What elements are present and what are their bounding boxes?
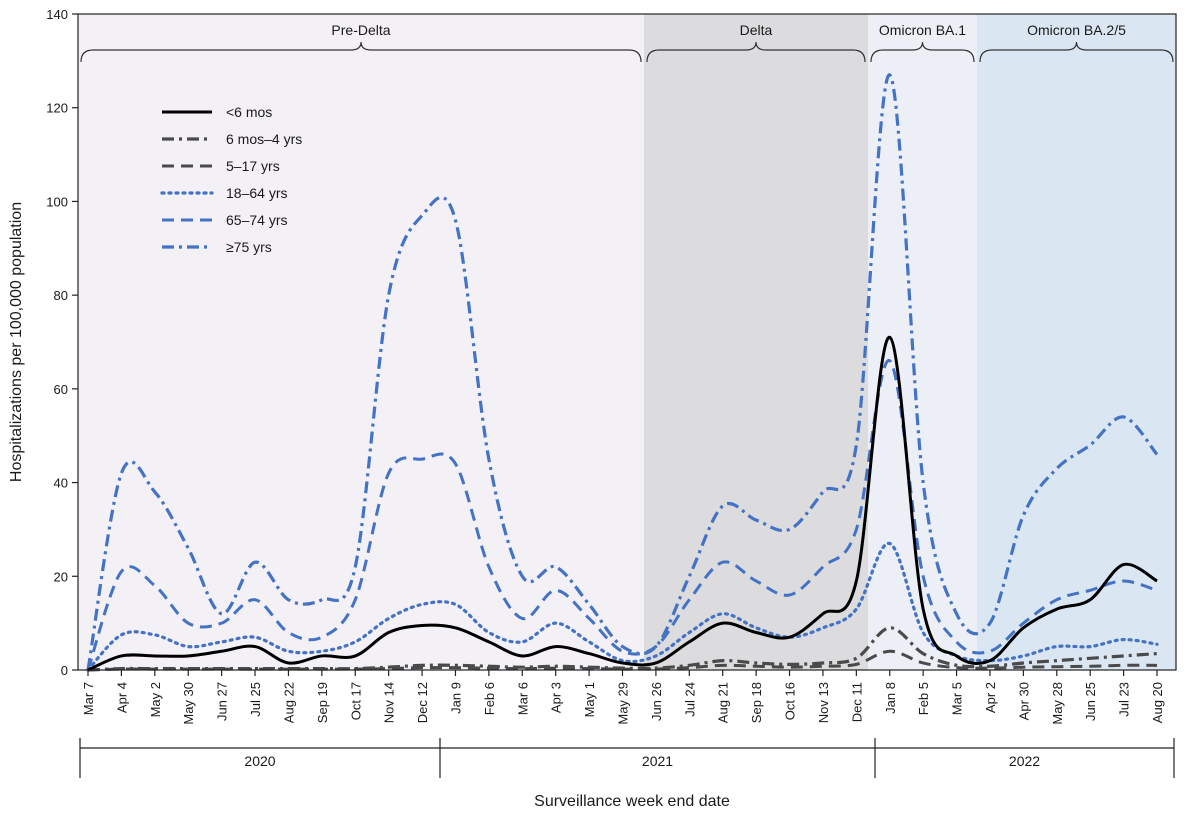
y-tick-label: 60 [54,382,68,397]
period-label: Omicron BA.2/5 [1027,22,1126,38]
period-brace [870,41,975,63]
x-tick-label: Oct 16 [783,682,798,720]
x-tick-label: Jul 25 [248,682,263,717]
series-lines [86,73,1159,672]
x-tick-label: Dec 11 [849,682,864,722]
legend-label: 18–64 yrs [226,185,287,201]
year-label: 2022 [1009,753,1040,769]
series-line [86,359,1158,671]
x-tick-label: Jan 9 [448,682,463,714]
series-line [87,626,1158,672]
period-brace [80,41,642,63]
legend-label: ≥75 yrs [226,239,272,255]
x-tick-label: Dec 12 [415,682,430,723]
x-tick-label: Aug 20 [1150,682,1165,723]
x-axis-title: Surveillance week end date [534,793,730,810]
period-label: Pre-Delta [331,22,390,38]
plot-frame [77,13,1177,671]
legend-label: 65–74 yrs [226,212,287,228]
x-tick-label: Feb 5 [916,682,931,715]
year-label: 2021 [642,753,673,769]
x-tick-label: May 1 [582,682,597,717]
y-axis-title: Hospitalizations per 100,000 population [8,202,25,482]
x-tick-label: Oct 17 [348,682,363,720]
x-tick-label: Sep 18 [749,682,764,723]
period-bands [78,14,1176,670]
legend: <6 mos 6 mos–4 yrs 5–17 yrs 18–64 yrs 65–74 … [160,104,302,255]
x-tick-label: Sep 19 [315,682,330,723]
period-band [644,14,868,670]
period-brace [646,41,866,63]
x-tick-label: Apr 30 [1016,682,1031,720]
x-tick-label: Nov 14 [382,682,397,723]
series-line [86,73,1159,671]
y-tick-label: 120 [46,101,68,116]
x-tick-label: May 2 [148,682,163,717]
x-tick-label: Mar 5 [950,682,965,715]
year-axis: 2020 2021 2022 [79,738,1175,778]
x-tick-label: May 28 [1050,682,1065,725]
legend-label: <6 mos [226,104,272,120]
y-tick-label: 20 [54,569,68,584]
period-brace [979,41,1174,63]
x-tick-label: Apr 2 [983,682,998,713]
y-tick-label: 80 [54,288,68,303]
period-band [78,14,644,670]
x-tick-label: Jul 24 [682,682,697,717]
x-tick-label: Jun 25 [1083,682,1098,721]
y-tick-label: 140 [46,7,68,22]
y-tick-label: 0 [61,663,68,678]
legend-label: 6 mos–4 yrs [226,131,302,147]
legend-label: 5–17 yrs [226,158,280,174]
x-tick-label: May 30 [181,682,196,725]
period-band [868,14,977,670]
period-braces: Pre-Delta Delta Omicron BA.1 Omicron BA.2/5 [80,22,1174,63]
x-tick-label: Feb 6 [482,682,497,715]
x-tick-label: Aug 22 [281,682,296,723]
y-tick-label: 40 [54,476,68,491]
series-line [86,541,1159,672]
x-tick-label: Mar 7 [81,682,96,715]
x-tick-label: Nov 13 [816,682,831,723]
x-tick-label: Mar 6 [515,682,530,715]
year-label: 2020 [244,753,275,769]
axes [77,13,1177,671]
y-tick-label: 100 [46,194,68,209]
x-tick-label: Jun 26 [649,682,664,721]
x-tick-label: Jun 27 [215,682,230,721]
x-axis-ticks: Mar 7 Apr 4 May 2 May 30 Jun 27 Jul 25 Aug 22 S… [81,670,1165,725]
x-tick-label: Aug 21 [716,682,731,723]
series-line [87,335,1158,672]
x-tick-label: May 29 [616,682,631,725]
x-tick-label: Apr 3 [549,682,564,713]
x-tick-label: Jul 23 [1117,682,1132,717]
period-label: Omicron BA.1 [879,22,966,38]
y-axis-ticks: 0 20 40 60 80 100 120 140 [46,7,78,678]
x-tick-label: Apr 4 [114,682,129,713]
period-label: Delta [740,22,773,38]
x-tick-label: Jan 8 [883,682,898,714]
